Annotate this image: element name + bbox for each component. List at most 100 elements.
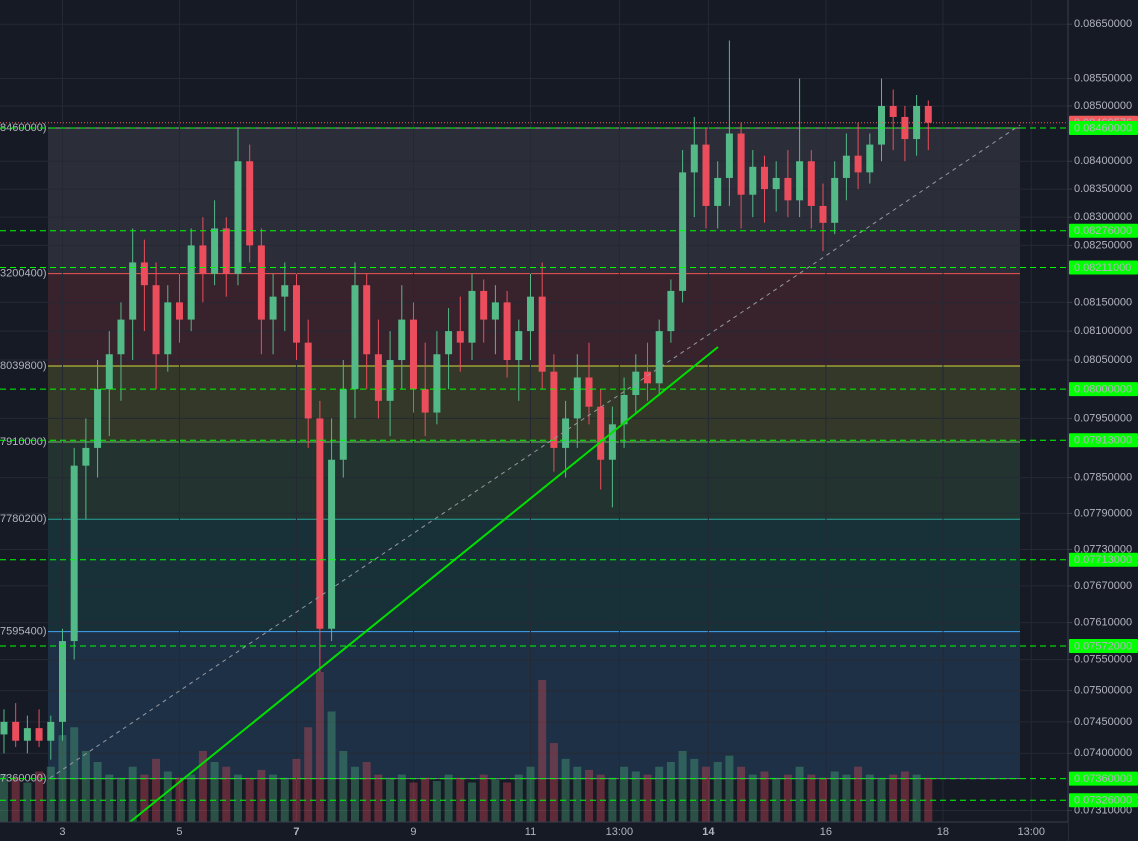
x-tick-label: 5 [176,826,182,838]
candle-body [667,290,675,332]
volume-bar [561,758,570,822]
volume-bar [304,727,313,822]
volume-bar [198,750,207,822]
price-label-box [1069,382,1138,397]
price-label-box [1069,638,1138,653]
y-tick-label: 0.07400000 [1074,747,1132,759]
volume-bar [584,769,593,822]
y-tick-label: 0.07450000 [1074,716,1132,728]
volume-bar [631,771,640,822]
candle-body [398,319,406,361]
volume-bar [140,774,149,822]
y-tick-label: 0.07730000 [1074,543,1132,555]
candle-body [468,290,476,343]
fib-zone [48,273,1020,366]
candle-body [82,447,90,466]
volume-bar [514,774,523,822]
volume-bar [854,766,863,822]
candle-body [924,105,932,123]
candle-body [655,331,663,384]
fib-label: 8039800) [0,360,47,372]
y-tick-label: 0.07790000 [1074,507,1132,519]
y-tick-label: 0.07610000 [1074,617,1132,629]
candle-body [292,285,300,343]
candle-body [58,641,66,722]
candle-body [491,302,499,320]
candle-body [585,377,593,407]
candle-body [877,105,885,145]
volume-bar [339,750,348,822]
volume-bar [573,766,582,822]
y-tick-label: 0.08550000 [1074,72,1132,84]
fib-label: 7910000) [0,436,47,448]
volume-bar [128,766,137,822]
candle-body [433,354,441,413]
candle-body [351,285,359,390]
candle-body [831,177,839,223]
volume-bar [596,774,605,822]
candle-body [105,354,113,390]
volume-bar [269,774,278,822]
price-label: 0.08276000 [1074,225,1132,237]
candle-body [456,331,464,343]
fib-label: 7780200) [0,513,47,525]
candle-body [304,342,312,419]
price-label-box [1069,120,1138,135]
volume-bar [760,771,769,822]
candle-body [819,205,827,223]
volume-bar [46,766,55,822]
y-tick-label: 0.07950000 [1074,412,1132,424]
volume-bar [772,777,781,822]
x-tick-label: 14 [702,826,715,838]
candle-body [363,285,371,355]
volume-bar [865,774,874,822]
candle-body [526,296,534,332]
volume-bar [35,771,44,822]
volume-bar [210,762,219,822]
volume-bar [479,774,488,822]
y-tick-label: 0.08400000 [1074,155,1132,167]
volume-bar [783,774,792,822]
volume-bar [163,771,172,822]
candle-body [608,424,616,460]
candle-body [784,177,792,201]
candle-body [187,245,195,320]
candle-body [269,296,277,320]
volume-bar [233,774,242,822]
trend-line-dashed [49,124,1021,779]
candle-body [480,290,488,320]
volume-bar [350,766,359,822]
x-tick-label: 9 [410,826,416,838]
volume-bar [81,750,90,822]
candle-body [409,319,417,390]
price-label-box [1069,771,1138,786]
price-label: 0.07326000 [1074,795,1132,807]
volume-bar [93,762,102,822]
price-axis [1068,0,1138,841]
volume-bar [362,762,371,822]
candle-body [211,228,219,274]
volume-bar [748,774,757,822]
price-label: 0.08211000 [1074,262,1131,274]
candle-body [737,133,745,195]
y-tick-label: 0.08300000 [1074,211,1132,223]
fib-zone [48,631,1020,779]
volume-bar [70,727,79,822]
volume-bar [655,766,664,822]
candle-body [889,105,897,117]
y-tick-label: 0.08500000 [1074,100,1132,112]
volume-bar [374,774,383,822]
x-tick-label: 13:00 [606,826,634,838]
volume-bar [444,774,453,822]
volume-bar [105,774,114,822]
x-tick-label: 18 [937,826,949,838]
candle-body [152,285,160,355]
candle-body [702,144,710,206]
volume-bar [737,766,746,822]
price-label: 0.07360000 [1074,773,1132,785]
candle-body [199,245,207,274]
volume-bar [245,777,254,822]
volume-bar [222,766,231,822]
candle-body [0,721,8,735]
y-tick-label: 0.08050000 [1074,354,1132,366]
